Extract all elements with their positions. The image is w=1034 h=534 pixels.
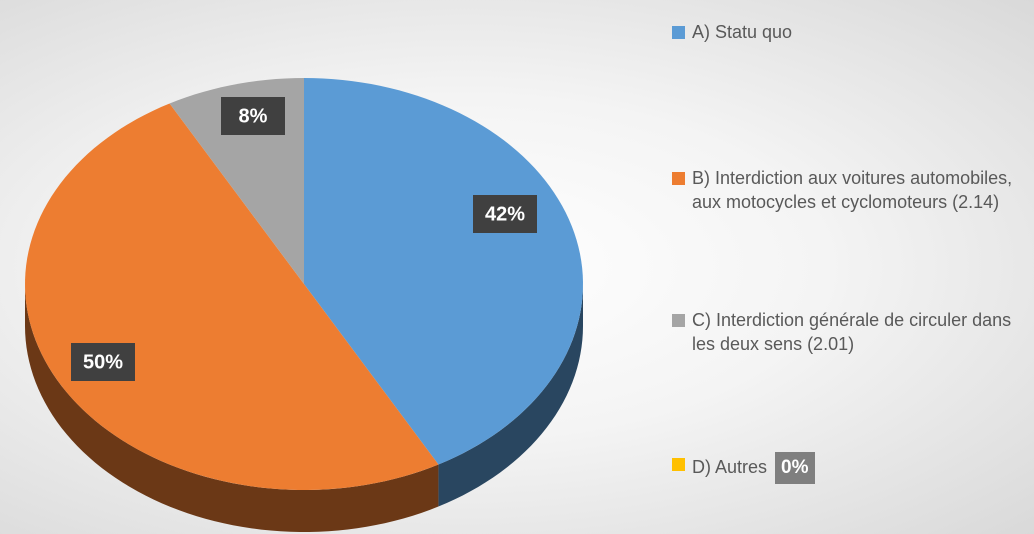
pie-slice	[304, 78, 583, 465]
pie-side	[438, 284, 583, 507]
legend-item: C) Interdiction générale de circuler dan…	[672, 308, 1034, 356]
data-label-box	[221, 97, 285, 135]
data-label: 42%	[485, 203, 525, 225]
legend-swatch	[672, 172, 685, 185]
pie-area: 42% 50% 8%	[25, 78, 583, 532]
data-label: 8%	[239, 105, 268, 127]
data-label: 50%	[83, 351, 123, 373]
legend-swatch	[672, 314, 685, 327]
data-label: 0%	[775, 452, 815, 484]
pie-slice	[25, 103, 439, 490]
legend-label: D) Autres	[692, 456, 768, 477]
legend-label: C) Interdiction générale de circuler dan…	[692, 310, 1012, 354]
legend-swatch	[672, 458, 685, 471]
legend-label: B) Interdiction aux voitures automobiles…	[692, 168, 1013, 212]
legend-swatch	[672, 26, 685, 39]
legend-item: B) Interdiction aux voitures automobiles…	[672, 166, 1034, 214]
pie-sides	[25, 284, 583, 532]
legend-item: D) Autres 0%	[672, 452, 1034, 484]
legend-label: A) Statu quo	[692, 22, 793, 42]
pie-side	[25, 284, 439, 532]
data-label-box	[473, 195, 537, 233]
legend-item: A) Statu quo	[672, 20, 1034, 44]
data-label-box	[71, 343, 135, 381]
